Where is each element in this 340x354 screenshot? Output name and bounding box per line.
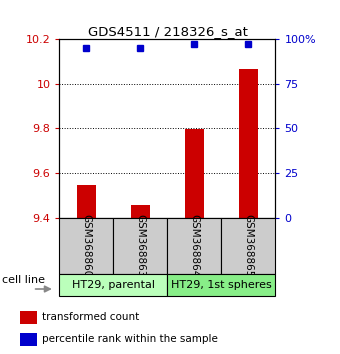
Bar <box>239 69 258 218</box>
Text: HT29, 1st spheres: HT29, 1st spheres <box>171 280 272 290</box>
Bar <box>131 205 150 218</box>
Text: percentile rank within the sample: percentile rank within the sample <box>42 335 218 344</box>
Bar <box>185 130 204 218</box>
Bar <box>20 311 37 324</box>
Bar <box>168 218 221 274</box>
Bar <box>59 218 114 274</box>
Title: GDS4511 / 218326_s_at: GDS4511 / 218326_s_at <box>87 25 248 38</box>
Bar <box>59 274 168 296</box>
Bar <box>221 218 275 274</box>
Text: transformed count: transformed count <box>42 312 139 322</box>
Text: cell line: cell line <box>2 275 45 285</box>
Bar <box>77 185 96 218</box>
Bar <box>168 274 275 296</box>
Text: HT29, parental: HT29, parental <box>72 280 155 290</box>
Bar <box>20 333 37 346</box>
Text: GSM368864: GSM368864 <box>189 214 200 278</box>
Text: GSM368865: GSM368865 <box>243 214 253 278</box>
Text: GSM368860: GSM368860 <box>82 215 91 278</box>
Bar <box>114 218 167 274</box>
Text: GSM368863: GSM368863 <box>135 214 146 278</box>
